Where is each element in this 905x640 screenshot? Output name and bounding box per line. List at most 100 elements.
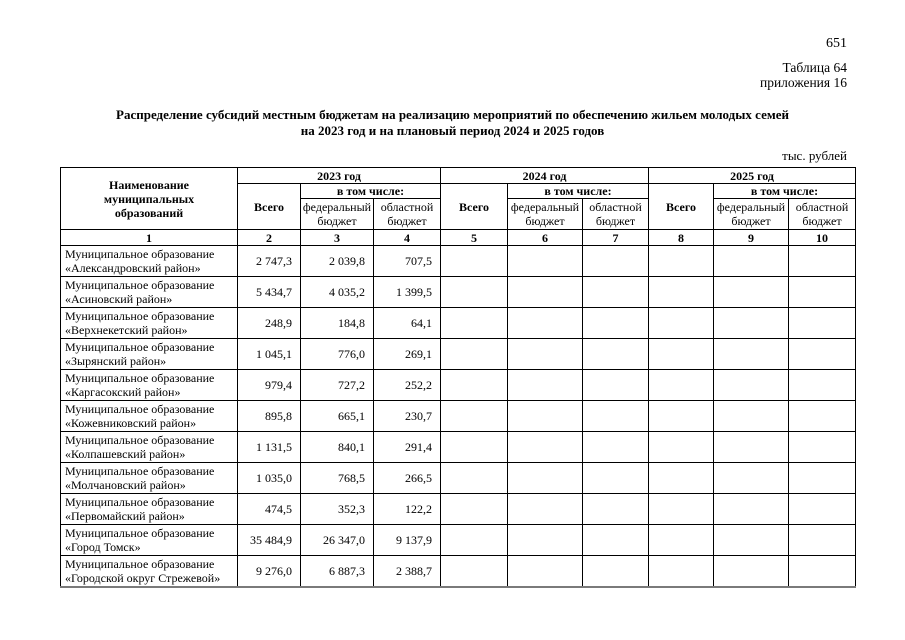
- value-cell: 269,1: [373, 338, 441, 370]
- document-title-line1: Распределение субсидий местным бюджетам …: [116, 107, 789, 122]
- value-cell: [440, 524, 508, 556]
- municipality-name: Муниципальное образование «Верхнекетский…: [60, 307, 238, 339]
- value-cell: [713, 400, 789, 432]
- appendix-caption: приложения 16: [759, 75, 847, 90]
- value-cell: 1 131,5: [237, 431, 301, 463]
- value-cell: 776,0: [300, 338, 374, 370]
- units-note: тыс. рублей: [782, 148, 847, 163]
- value-cell: [582, 462, 649, 494]
- value-cell: [440, 307, 508, 339]
- column-number: 6: [507, 229, 583, 246]
- column-header-name: Наименование муниципальных образований: [60, 167, 238, 230]
- value-cell: [713, 245, 789, 277]
- value-cell: [648, 338, 714, 370]
- value-cell: [648, 524, 714, 556]
- value-cell: [440, 493, 508, 525]
- value-cell: 727,2: [300, 369, 374, 401]
- value-cell: [713, 338, 789, 370]
- federal-budget-header-2025: федеральный бюджет: [713, 198, 789, 230]
- column-number: 1: [60, 229, 238, 246]
- table-row: Муниципальное образование «Город Томск» …: [60, 524, 856, 556]
- value-cell: 895,8: [237, 400, 301, 432]
- value-cell: 9 276,0: [237, 555, 301, 588]
- value-cell: 230,7: [373, 400, 441, 432]
- municipality-name: Муниципальное образование «Колпашевский …: [60, 431, 238, 463]
- value-cell: 248,9: [237, 307, 301, 339]
- value-cell: 768,5: [300, 462, 374, 494]
- value-cell: [713, 369, 789, 401]
- value-cell: [788, 400, 856, 432]
- value-cell: [648, 493, 714, 525]
- value-cell: [788, 307, 856, 339]
- value-cell: [507, 493, 583, 525]
- value-cell: [507, 276, 583, 308]
- value-cell: [582, 555, 649, 588]
- year-header-2024: 2024 год: [440, 167, 649, 184]
- value-cell: [648, 431, 714, 463]
- header-row-including: Всего в том числе: Всего в том числе: Вс…: [61, 183, 856, 230]
- column-number: 3: [300, 229, 374, 246]
- value-cell: [507, 307, 583, 339]
- value-cell: [788, 276, 856, 308]
- value-cell: 9 137,9: [373, 524, 441, 556]
- value-cell: [440, 462, 508, 494]
- value-cell: [507, 462, 583, 494]
- value-cell: [507, 400, 583, 432]
- municipality-name: Муниципальное образование «Каргасокский …: [60, 369, 238, 401]
- value-cell: [788, 462, 856, 494]
- value-cell: 840,1: [300, 431, 374, 463]
- total-header-2023: Всего: [237, 183, 301, 230]
- value-cell: 1 399,5: [373, 276, 441, 308]
- value-cell: [507, 524, 583, 556]
- table-row: Муниципальное образование «Городской окр…: [60, 555, 856, 588]
- value-cell: 2 388,7: [373, 555, 441, 588]
- total-header-2024: Всего: [440, 183, 508, 230]
- value-cell: 1 035,0: [237, 462, 301, 494]
- table-row: Муниципальное образование «Александровск…: [60, 245, 856, 277]
- value-cell: [507, 369, 583, 401]
- value-cell: 2 039,8: [300, 245, 374, 277]
- value-cell: 352,3: [300, 493, 374, 525]
- value-cell: [582, 524, 649, 556]
- value-cell: 1 045,1: [237, 338, 301, 370]
- regional-budget-header-2023: областной бюджет: [373, 198, 441, 230]
- year-header-2023: 2023 год: [237, 167, 441, 184]
- value-cell: [507, 555, 583, 588]
- value-cell: 5 434,7: [237, 276, 301, 308]
- year-header-2025: 2025 год: [648, 167, 856, 184]
- value-cell: [582, 338, 649, 370]
- regional-budget-header-2024: областной бюджет: [582, 198, 649, 230]
- value-cell: [440, 338, 508, 370]
- municipality-name: Муниципальное образование «Александровск…: [60, 245, 238, 277]
- column-number: 9: [713, 229, 789, 246]
- value-cell: [788, 493, 856, 525]
- value-cell: [713, 555, 789, 588]
- value-cell: [507, 431, 583, 463]
- value-cell: [648, 400, 714, 432]
- municipality-name: Муниципальное образование «Зырянский рай…: [60, 338, 238, 370]
- including-header-2025: в том числе:: [713, 183, 856, 199]
- value-cell: 291,4: [373, 431, 441, 463]
- including-header-2023: в том числе:: [300, 183, 441, 199]
- table-row: Муниципальное образование «Молчановский …: [60, 462, 856, 494]
- value-cell: [648, 245, 714, 277]
- municipality-name: Муниципальное образование «Асиновский ра…: [60, 276, 238, 308]
- column-number: 10: [788, 229, 856, 246]
- value-cell: [713, 493, 789, 525]
- value-cell: [582, 276, 649, 308]
- value-cell: [648, 276, 714, 308]
- value-cell: [713, 431, 789, 463]
- value-cell: [713, 307, 789, 339]
- header-row-budgets: федеральный бюджет областной бюджет феде…: [61, 198, 856, 230]
- value-cell: [648, 369, 714, 401]
- total-header-2025: Всего: [648, 183, 714, 230]
- value-cell: 2 747,3: [237, 245, 301, 277]
- value-cell: 26 347,0: [300, 524, 374, 556]
- document-title-line2: на 2023 год и на плановый период 2024 и …: [300, 123, 605, 138]
- value-cell: [582, 400, 649, 432]
- column-number: 4: [373, 229, 441, 246]
- value-cell: 252,2: [373, 369, 441, 401]
- value-cell: [648, 555, 714, 588]
- value-cell: [713, 524, 789, 556]
